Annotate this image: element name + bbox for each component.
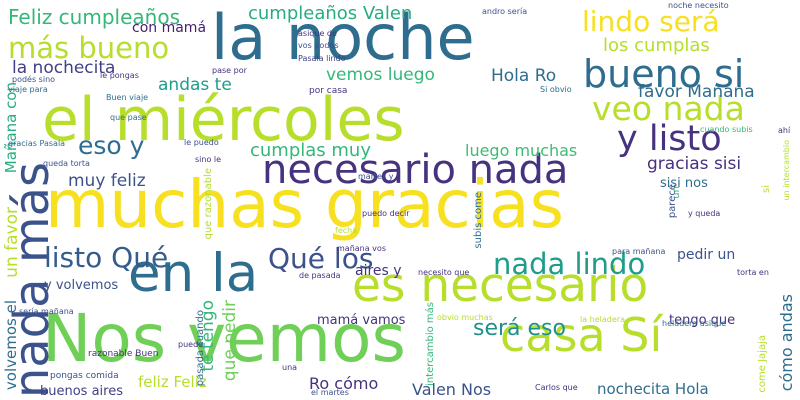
word: mamá vamos: [317, 313, 406, 328]
word: fecha: [335, 226, 358, 235]
word: los cumplas: [603, 35, 710, 56]
word: Buen viaje: [106, 93, 149, 102]
word: si: [761, 185, 772, 193]
word: en la: [128, 243, 259, 304]
word: Ro cómo: [309, 374, 379, 393]
word: con mamá: [132, 20, 207, 36]
word: feliz Feliz: [138, 373, 207, 391]
word: es necesario: [352, 258, 649, 313]
word: será eso: [473, 316, 566, 341]
word: heladera asique: [662, 319, 727, 328]
word: andas te: [158, 75, 232, 95]
word: buenos aires: [40, 384, 123, 399]
word: lindo será: [582, 5, 720, 38]
word: un intercambio: [782, 140, 791, 201]
word: una: [282, 363, 298, 372]
word: para mañana: [612, 247, 666, 256]
word: nochecita Hola: [597, 380, 709, 398]
word: muchas gracias: [45, 166, 564, 243]
word: un favor: [2, 207, 22, 278]
word: pedir un: [677, 247, 736, 263]
word: obvio muchas: [437, 313, 493, 322]
word: noche necesito: [668, 1, 729, 10]
word: vos podés: [298, 41, 339, 50]
word: bueno si: [583, 52, 745, 96]
word: podés sino: [12, 75, 56, 84]
word: andro sería: [482, 7, 528, 16]
word: aires y: [355, 263, 402, 279]
word: necesito que: [418, 268, 470, 277]
word: cumpleaños Valen: [248, 3, 413, 24]
word: que pedir: [220, 300, 240, 382]
word: gracias sisi: [647, 154, 742, 174]
word: puedo decir: [362, 209, 410, 218]
word: puede: [178, 340, 204, 349]
word: pase por: [212, 66, 247, 75]
word: el miércoles: [42, 85, 405, 155]
word: mañana vos: [337, 244, 386, 253]
word: pongas comida: [50, 371, 119, 381]
word: Hola Ro: [491, 66, 557, 86]
word: más bueno: [8, 31, 170, 65]
word: gracias Pasala: [8, 139, 66, 148]
word: Mañana con: [2, 82, 20, 174]
word: sería mañana: [19, 307, 74, 316]
word: asique de: [298, 29, 337, 38]
word: la noche: [211, 1, 475, 74]
word: muy feliz: [68, 171, 146, 191]
word: la nochecita: [12, 58, 116, 78]
word: Nos vemos: [42, 300, 406, 377]
word: Qué los: [268, 242, 374, 275]
word: y queda: [688, 209, 721, 218]
word: la heladera: [580, 315, 625, 324]
word: tengo que: [669, 313, 736, 328]
word: torta en: [737, 268, 769, 277]
word: casa Sí: [500, 308, 663, 362]
word: luego muchas: [465, 141, 578, 160]
word: le puedo: [184, 138, 219, 147]
word: y listo: [617, 119, 722, 159]
word: martes y: [358, 172, 394, 181]
word: eso y: [78, 131, 145, 160]
word: Feliz cumpleaños: [8, 5, 180, 29]
word: come Jajaja: [757, 335, 768, 393]
word: pasada cuando: [195, 310, 206, 387]
word: cumplas muy: [250, 140, 371, 161]
word: Si obvio: [540, 85, 572, 94]
word: Pasala lindo: [298, 54, 346, 63]
word: Carlos que: [535, 383, 578, 392]
word: ahí: [778, 126, 791, 135]
word: cómo andas: [777, 294, 796, 392]
word: un: [671, 186, 682, 199]
word: volvemos el: [2, 300, 20, 391]
word: queda torta: [43, 159, 90, 168]
word: veo nada: [592, 89, 745, 128]
word: de pasada: [299, 271, 341, 280]
word: subis come: [473, 192, 484, 249]
word: que razonable: [203, 168, 214, 240]
word: le pongas: [100, 71, 139, 80]
word: sisi nos: [660, 176, 708, 191]
word: que pase: [110, 113, 147, 122]
word: cuando subis: [700, 125, 753, 134]
word: intercambio más: [425, 302, 436, 386]
word: necesario nada: [262, 147, 569, 193]
word: sino le: [195, 155, 222, 164]
word: listo Qué: [44, 241, 169, 274]
word: Valen Nos: [412, 380, 492, 399]
word: nada lindo: [493, 247, 646, 281]
word: vemos luego: [326, 65, 435, 85]
word: por casa: [309, 86, 348, 96]
word: favor Mañana: [638, 82, 755, 102]
word: el martes: [311, 388, 349, 397]
word: viaje para: [8, 85, 48, 94]
word: razonable Buen: [88, 349, 159, 359]
word: y volvemos: [44, 278, 119, 293]
